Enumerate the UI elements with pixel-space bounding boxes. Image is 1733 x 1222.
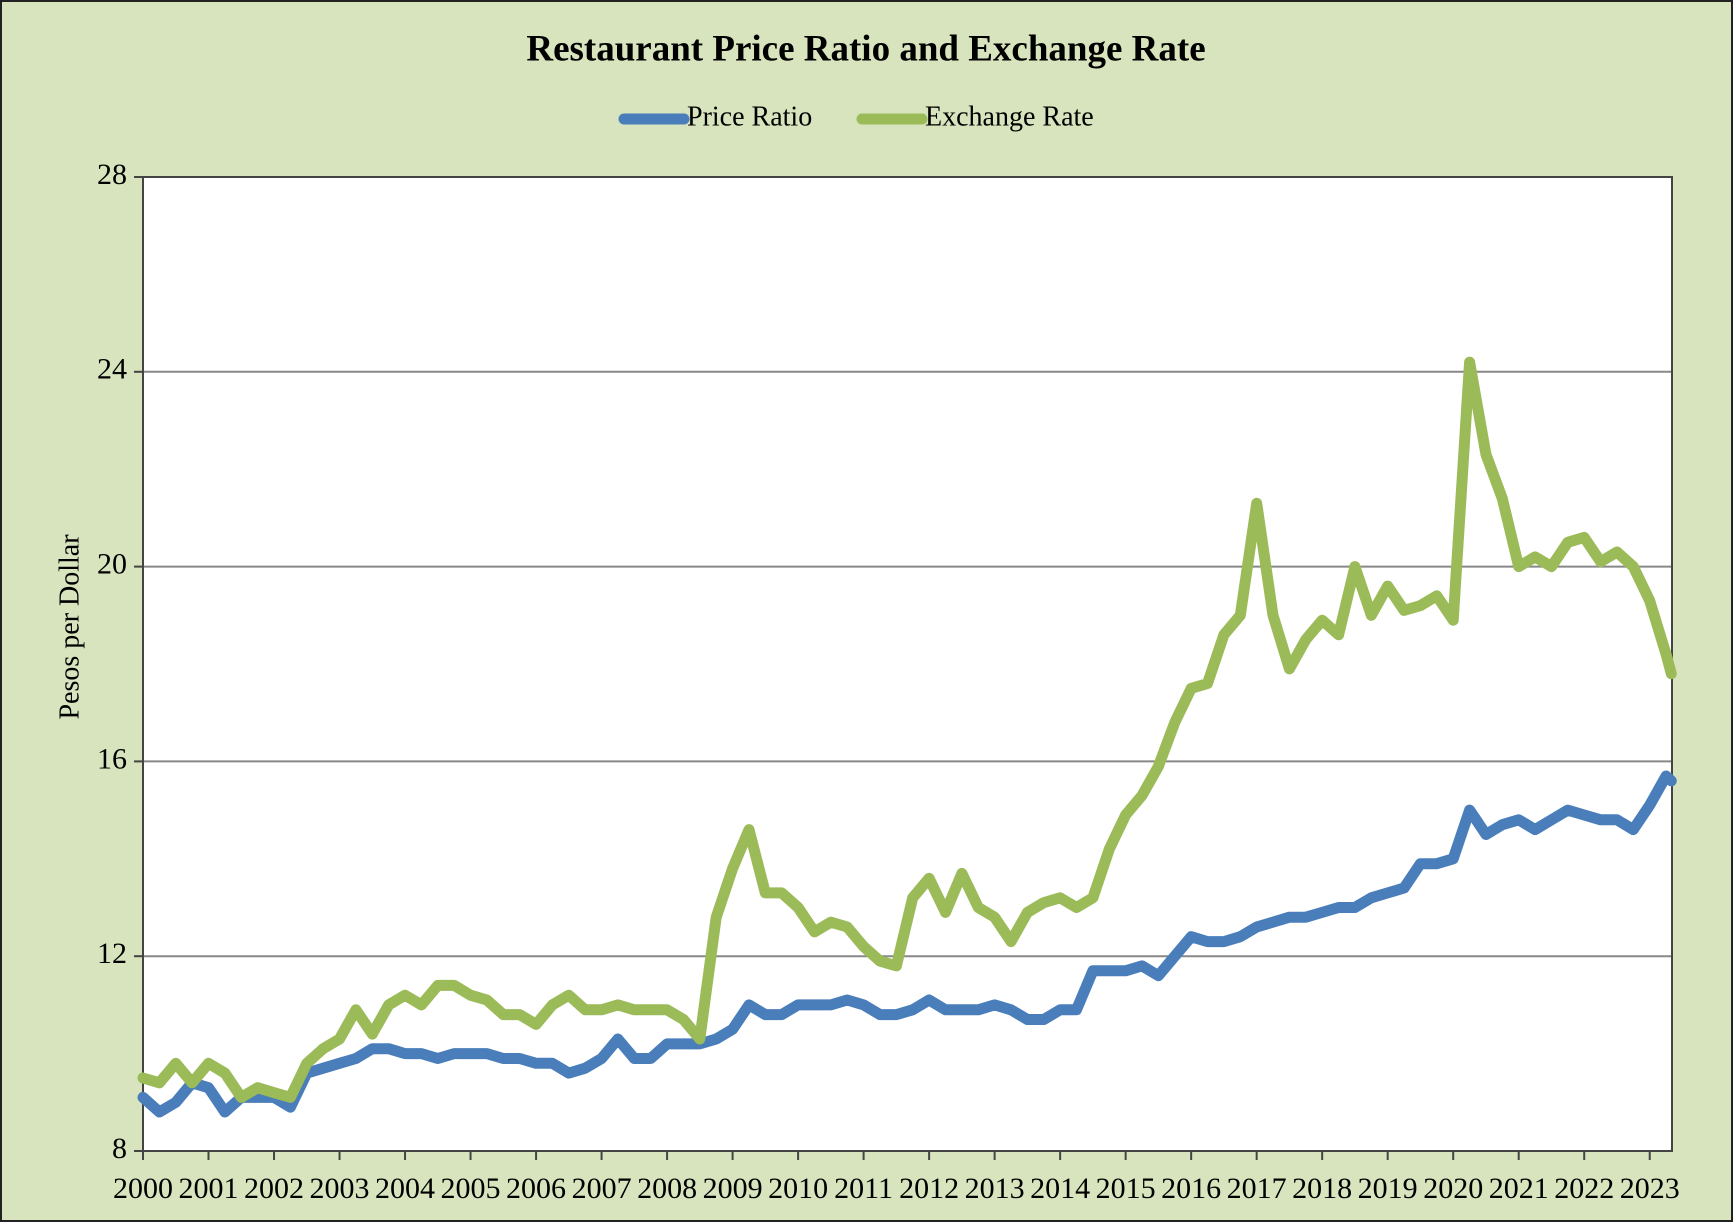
y-tick-label: 12 [97,937,127,970]
x-tick-label: 2017 [1227,1172,1287,1205]
x-tick-label: 2006 [506,1172,566,1205]
x-tick-label: 2016 [1161,1172,1221,1205]
y-axis-label: Pesos per Dollar [54,534,85,720]
plot-area [143,177,1672,1151]
legend-label: Price Ratio [687,101,812,132]
x-tick-label: 2005 [441,1172,501,1205]
x-tick-label: 2004 [375,1172,435,1205]
x-tick-label: 2008 [637,1172,697,1205]
x-tick-label: 2014 [1030,1172,1090,1205]
x-tick-label: 2007 [572,1172,632,1205]
x-tick-label: 2023 [1620,1172,1680,1205]
x-tick-label: 2012 [899,1172,959,1205]
x-tick-label: 2009 [703,1172,763,1205]
y-tick-label: 24 [97,353,127,386]
x-tick-label: 2020 [1423,1172,1483,1205]
x-tick-label: 2022 [1554,1172,1614,1205]
series-line [137,770,1677,1118]
x-tick-label: 2015 [1096,1172,1156,1205]
x-tick-label: 2000 [113,1172,173,1205]
x-tick-label: 2010 [768,1172,828,1205]
x-tick-label: 2001 [179,1172,239,1205]
y-tick-label: 16 [97,742,127,775]
legend-label: Exchange Rate [925,101,1094,132]
x-tick-label: 2003 [310,1172,370,1205]
series-line [137,356,1677,1103]
x-tick-label: 2013 [965,1172,1025,1205]
chart-title: Restaurant Price Ratio and Exchange Rate [526,28,1205,69]
x-tick-label: 2021 [1489,1172,1549,1205]
y-tick-label: 28 [97,158,127,191]
y-tick-label: 20 [97,547,127,580]
x-tick-label: 2019 [1358,1172,1418,1205]
y-tick-label: 8 [112,1132,127,1165]
x-tick-label: 2002 [244,1172,304,1205]
x-tick-label: 2011 [834,1172,893,1205]
x-tick-label: 2018 [1292,1172,1352,1205]
